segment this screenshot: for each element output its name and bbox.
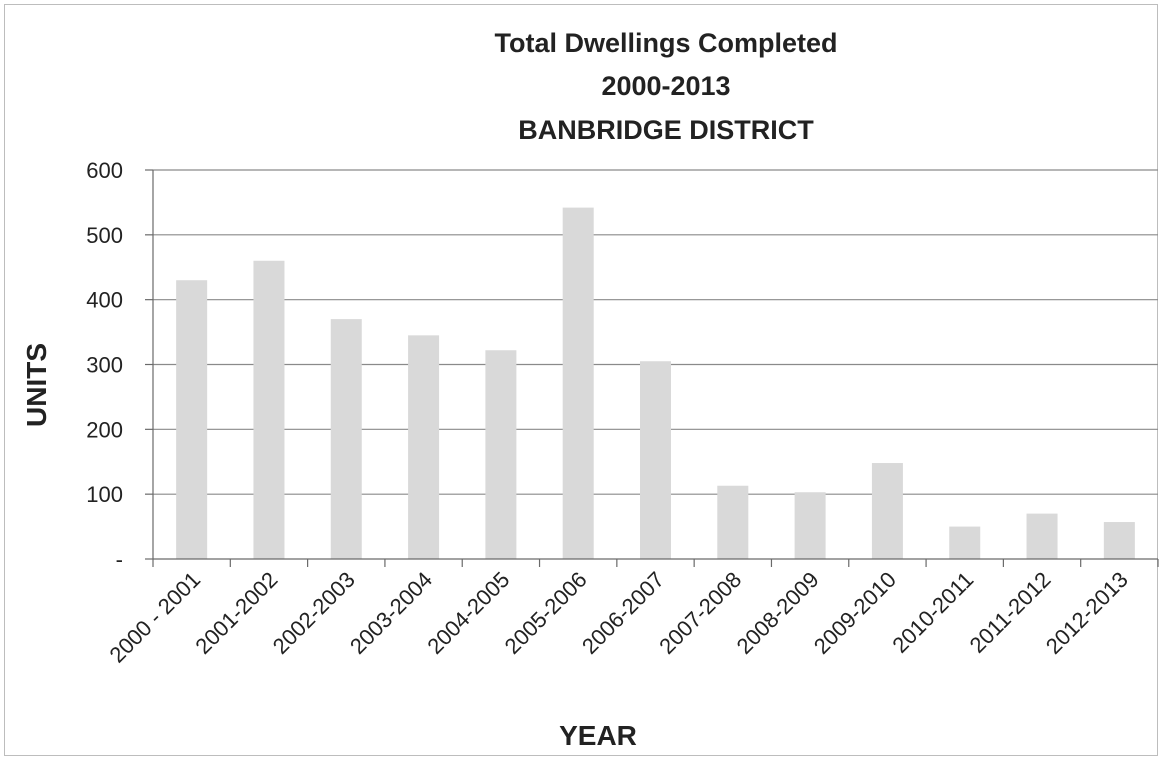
bar [949,526,981,559]
y-tick-label: 200 [86,417,123,442]
x-tick-label: 2007-2008 [654,567,746,659]
bar [1103,522,1135,559]
bar [485,350,517,559]
bar [1026,513,1058,559]
x-tick-label: 2012-2013 [1041,567,1133,659]
x-axis-title: YEAR [559,720,637,751]
bar [717,485,749,559]
x-tick-label: 2009-2010 [809,567,901,659]
chart-title-line-3: BANBRIDGE DISTRICT [518,115,814,145]
y-tick-label: - [116,547,123,572]
bar [562,207,594,559]
x-tick-label: 2010-2011 [887,567,978,658]
chart-title: Total Dwellings Completed 2000-2013 BANB… [494,28,837,145]
chart-title-line-1: Total Dwellings Completed [494,28,837,58]
y-tick-label: 100 [86,482,123,507]
x-tick-label: 2003-2004 [345,567,437,659]
x-tick-labels: 2000 - 20012001-20022002-20032003-200420… [104,567,1132,668]
x-tick-label: 2000 - 2001 [104,567,205,668]
x-tick-label: 2008-2009 [732,567,824,659]
y-tick-label: 300 [86,353,123,378]
bar [176,280,208,559]
y-tick-label: 600 [86,158,123,183]
bar [794,492,826,559]
bar [408,335,440,559]
y-tick-labels: - 100 200 300 400 500 600 [86,158,123,572]
bar [640,361,671,559]
y-tick-label: 500 [86,223,123,248]
x-tick-label: 2004-2005 [422,567,514,659]
x-tick-label: 2005-2006 [500,567,592,659]
bar [330,319,362,559]
chart-title-line-2: 2000-2013 [601,71,730,101]
axes [152,170,1159,567]
x-tick-label: 2011-2012 [965,567,1056,658]
y-tick-label: 400 [86,288,123,313]
bar [253,260,285,559]
x-tick-label: 2001-2002 [190,567,282,659]
x-tick-label: 2002-2003 [268,567,360,659]
y-axis-title: UNITS [21,343,52,427]
x-tick-label: 2006-2007 [577,567,669,659]
bar [871,463,903,559]
bars [176,207,1135,559]
